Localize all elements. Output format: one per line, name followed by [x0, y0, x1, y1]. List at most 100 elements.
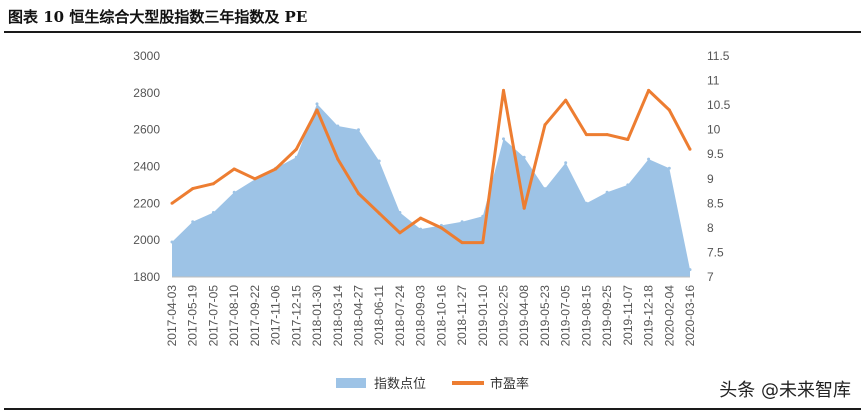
right-y-tick-label: 11.5 [707, 49, 730, 63]
index-point [398, 211, 402, 214]
right-y-tick-label: 11 [707, 74, 720, 88]
pe-point [688, 147, 692, 151]
x-tick-label: 2020-02-04 [662, 285, 676, 347]
index-point [191, 220, 195, 224]
pe-point [605, 133, 609, 137]
x-tick-label: 2018-10-16 [434, 285, 448, 347]
pe-point [584, 133, 588, 137]
pe-point [481, 241, 485, 245]
pe-point [626, 138, 630, 141]
x-tick-label: 2018-11-27 [455, 285, 469, 346]
x-tick-label: 2019-05-23 [538, 285, 552, 347]
x-tick-label: 2020-03-16 [683, 285, 697, 347]
pe-point [274, 167, 278, 171]
x-tick-label: 2018-07-24 [393, 285, 407, 347]
x-tick-label: 2017-11-06 [269, 285, 283, 346]
index-point [626, 183, 630, 187]
x-tick-label: 2019-02-25 [497, 285, 511, 347]
index-point [502, 137, 505, 141]
index-area-layer [170, 102, 692, 278]
index-point [543, 187, 547, 191]
right-y-tick-label: 7.5 [707, 245, 724, 259]
left-y-tick-label: 1800 [133, 270, 160, 284]
right-y-tick-label: 7 [707, 270, 714, 284]
index-point [605, 190, 609, 194]
x-tick-label: 2017-04-03 [165, 285, 179, 347]
x-tick-label: 2019-09-25 [600, 285, 614, 347]
x-tick-label: 2018-01-30 [310, 285, 324, 347]
x-tick-label: 2018-09-03 [414, 285, 428, 347]
index-point [564, 161, 568, 165]
x-tick-label: 2018-04-27 [351, 285, 365, 347]
right-y-tick-label: 9.5 [707, 147, 724, 161]
pe-point [377, 211, 381, 215]
pe-line-layer [170, 88, 692, 245]
index-point [315, 102, 319, 106]
pe-point [253, 177, 257, 181]
index-point [460, 220, 464, 224]
left-y-axis-ticks: 1800 2000 2200 2400 2600 2800 3000 [133, 49, 160, 284]
right-y-tick-label: 9 [707, 172, 714, 186]
x-tick-label: 2017-08-10 [227, 285, 241, 347]
right-y-tick-label: 10.5 [707, 98, 731, 112]
index-point [170, 240, 174, 244]
x-tick-label: 2019-04-08 [517, 285, 531, 347]
pe-point [502, 88, 505, 92]
pe-point [232, 167, 236, 171]
pe-point [357, 192, 360, 195]
index-point [232, 190, 236, 194]
x-tick-label: 2018-06-11 [372, 285, 386, 346]
pe-point [294, 147, 298, 151]
index-point [667, 166, 671, 170]
x-axis-ticks: 2017-04-03 2017-05-19 2017-07-05 2017-08-10… [165, 285, 697, 347]
right-y-tick-label: 8.5 [707, 196, 724, 210]
pe-point [647, 88, 651, 92]
pe-point [522, 206, 526, 210]
left-y-tick-label: 2800 [133, 86, 160, 100]
x-tick-label: 2017-12-15 [289, 285, 303, 347]
legend-swatch-index [336, 378, 366, 388]
index-point [647, 157, 651, 161]
x-tick-label: 2017-09-22 [248, 285, 262, 347]
x-tick-label: 2019-12-18 [642, 285, 656, 347]
index-point [377, 159, 381, 163]
index-point [357, 128, 360, 132]
index-point [522, 155, 526, 159]
pe-point [439, 226, 443, 230]
index-point [211, 211, 215, 214]
legend: 指数点位 市盈率 [336, 376, 529, 392]
x-tick-label: 2019-01-10 [476, 285, 490, 347]
left-y-tick-label: 3000 [133, 49, 160, 63]
watermark-text: 头条 @未来智库 [719, 380, 851, 401]
index-area [172, 103, 690, 278]
right-y-tick-label: 8 [707, 221, 714, 235]
right-y-tick-label: 10 [707, 123, 721, 137]
pe-point [667, 108, 671, 112]
pe-point [564, 98, 568, 102]
pe-point [543, 123, 547, 127]
pe-point [419, 216, 423, 220]
x-tick-label: 2019-11-07 [621, 285, 635, 346]
x-tick-label: 2019-07-05 [559, 285, 573, 347]
legend-label-pe: 市盈率 [490, 376, 529, 392]
x-tick-label: 2019-08-15 [579, 285, 593, 347]
left-y-tick-label: 2000 [133, 233, 160, 247]
x-tick-label: 2017-05-19 [186, 285, 200, 347]
pe-point [460, 241, 464, 245]
pe-line [171, 88, 692, 245]
index-point [688, 268, 692, 272]
pe-point [191, 187, 195, 191]
pe-point [211, 182, 215, 186]
bottom-rule [4, 408, 861, 410]
legend-label-index: 指数点位 [374, 377, 426, 392]
right-y-axis-ticks: 7 7.5 8 8.5 9 9.5 10 10.5 11 11.5 [707, 49, 731, 284]
index-point [419, 227, 423, 231]
figure-title: 图表 10 恒生综合大型股指数三年指数及 PE [8, 8, 308, 26]
pe-point [315, 108, 319, 112]
pe-point [336, 157, 340, 161]
index-point [336, 124, 340, 128]
left-y-tick-label: 2400 [133, 160, 160, 174]
index-point [481, 214, 485, 218]
index-point [294, 155, 298, 159]
